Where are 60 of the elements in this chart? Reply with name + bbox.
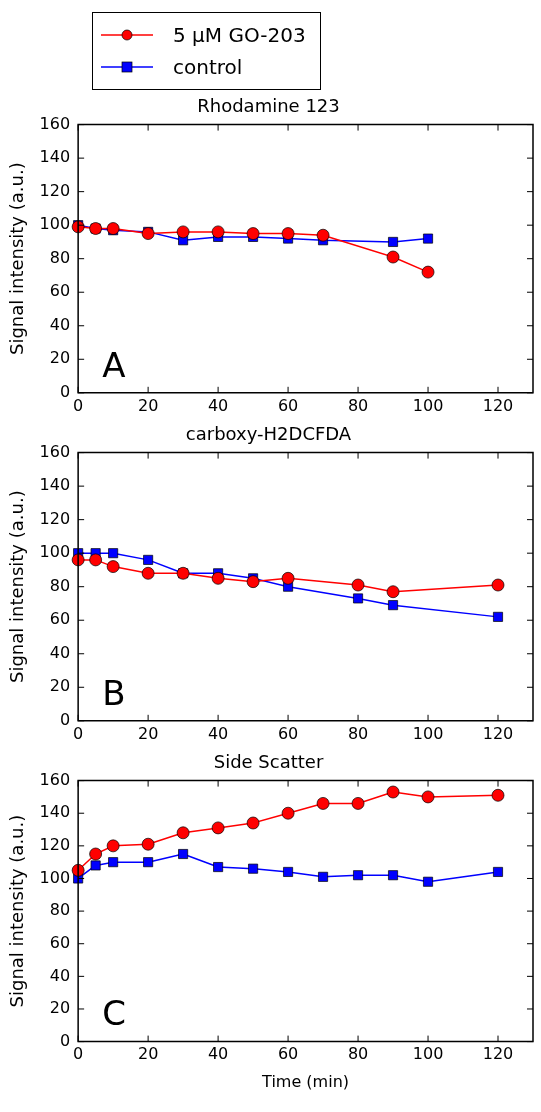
x-tick-label: 20: [137, 395, 159, 415]
y-tick-label: 20: [49, 998, 71, 1018]
x-tick-label: 60: [277, 723, 299, 743]
x-tick-label: 60: [277, 395, 299, 415]
y-tick-label: 160: [39, 113, 71, 133]
legend-label: 5 μM GO-203: [173, 23, 306, 47]
y-tick-label: 120: [39, 508, 71, 528]
x-tick-label: 40: [207, 395, 229, 415]
y-tick-label: 0: [59, 1030, 71, 1050]
y-tick-label: 140: [39, 475, 71, 495]
y-tick-label: 20: [49, 676, 71, 696]
legend-label: control: [173, 55, 243, 79]
y-tick-label: 0: [59, 381, 71, 401]
chart-title: Rhodamine 123: [197, 95, 340, 117]
x-tick-label: 20: [137, 723, 159, 743]
y-tick-label: 80: [49, 900, 71, 920]
y-tick-label: 40: [49, 314, 71, 334]
y-tick-label: 60: [49, 609, 71, 629]
chart-title: carboxy-H2DCFDA: [185, 423, 352, 445]
annotation: B: [102, 672, 126, 713]
y-tick-label: 100: [39, 867, 71, 887]
y-tick-label: 140: [39, 147, 71, 167]
y-tick-label: 40: [49, 642, 71, 662]
y-tick-label: 0: [59, 709, 71, 729]
annotation: A: [102, 344, 126, 385]
y-tick-label: 100: [39, 214, 71, 234]
x-tick-label: 120: [482, 723, 514, 743]
x-tick-label: 40: [207, 1044, 229, 1064]
x-tick-label: 0: [73, 723, 84, 743]
x-tick-label: 0: [73, 1044, 84, 1064]
y-tick-label: 80: [49, 247, 71, 267]
y-tick-label: 160: [39, 769, 71, 789]
y-axis-title: Signal intensity (a.u.): [6, 814, 28, 1008]
x-tick-label: 20: [137, 1044, 159, 1064]
x-tick-label: 80: [347, 395, 369, 415]
y-tick-label: 60: [49, 281, 71, 301]
x-tick-label: 60: [277, 1044, 299, 1064]
y-tick-label: 120: [39, 835, 71, 855]
y-tick-label: 140: [39, 802, 71, 822]
annotation: C: [102, 993, 126, 1034]
x-tick-label: 100: [412, 723, 444, 743]
x-tick-label: 80: [347, 1044, 369, 1064]
chart-title: Side Scatter: [213, 751, 324, 773]
y-tick-label: 120: [39, 180, 71, 200]
y-tick-label: 160: [39, 441, 71, 461]
x-tick-label: 80: [347, 723, 369, 743]
x-tick-label: 100: [412, 395, 444, 415]
y-axis-title: Signal intensity (a.u.): [6, 490, 28, 684]
y-tick-label: 80: [49, 575, 71, 595]
x-tick-label: 100: [412, 1044, 444, 1064]
x-tick-label: 120: [482, 1044, 514, 1064]
y-tick-label: 40: [49, 965, 71, 985]
y-tick-label: 100: [39, 542, 71, 562]
y-tick-label: 20: [49, 348, 71, 368]
x-tick-label: 40: [207, 723, 229, 743]
x-tick-label: 120: [482, 395, 514, 415]
x-axis-title: Time (min): [261, 1071, 350, 1091]
y-axis-title: Signal intensity (a.u.): [6, 162, 28, 356]
y-tick-label: 60: [49, 932, 71, 952]
x-tick-label: 0: [73, 395, 84, 415]
